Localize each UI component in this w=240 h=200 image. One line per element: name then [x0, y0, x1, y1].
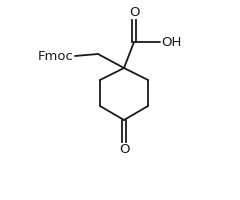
Text: O: O [129, 6, 139, 19]
Text: O: O [119, 143, 129, 156]
Text: OH: OH [161, 36, 181, 48]
Text: Fmoc: Fmoc [38, 49, 74, 62]
